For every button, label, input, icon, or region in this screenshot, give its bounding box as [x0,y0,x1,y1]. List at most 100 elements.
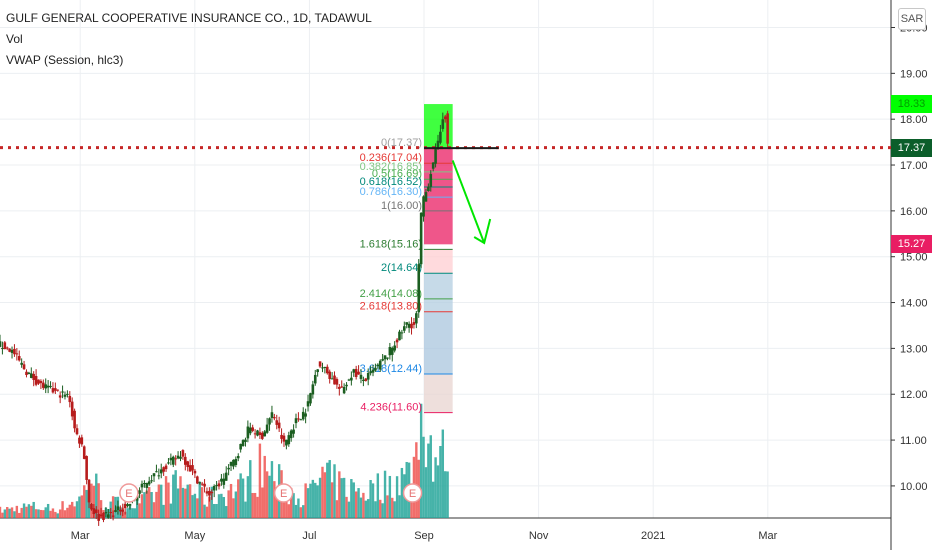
candle-body [167,462,170,464]
volume-bar [285,488,288,518]
candle-body [256,430,259,436]
volume-bar [371,483,375,518]
candle-body [140,483,144,488]
candle-body [20,362,23,365]
volume-bar [75,501,79,518]
candle-body [390,347,394,355]
currency-badge[interactable]: SAR [898,8,926,30]
volume-bar [304,483,307,518]
price-tag: 15.27 [891,235,932,254]
volume-bar [188,484,192,518]
candle-body [37,379,40,384]
volume-bar [222,497,226,518]
volume-bar [241,478,245,518]
volume-bar [386,495,389,518]
candle-body [152,473,156,477]
candle-body [340,386,344,388]
volume-bar [150,492,153,518]
volume-bar [217,494,221,518]
volume-bar [215,504,218,518]
volume-bar [167,482,170,518]
candle-body [352,369,356,373]
candle-body [393,345,396,351]
candle-body [427,186,430,191]
volume-bar [176,488,180,518]
volume-bar [381,503,384,518]
volume-bar [244,501,247,518]
volume-bar [196,498,199,518]
volume-bar [8,508,11,518]
volume-bar [208,496,211,518]
candle-body [102,512,105,521]
candle-body [191,465,194,471]
volume-bar [345,496,348,518]
volume-bar [302,505,305,518]
candle-body [277,422,281,429]
volume-bar [172,474,175,518]
volume-bar [335,500,339,518]
volume-bar [34,509,38,518]
candle-body [398,331,401,341]
candle-body [92,508,96,515]
candle-body [32,373,35,380]
volume-bar [83,485,86,518]
volume-bar [249,460,252,518]
candle-body [42,382,45,388]
volume-bar [388,475,392,518]
volume-bar [359,497,363,518]
candle-body [27,372,31,375]
volume-bar [162,504,165,518]
fib-zone [424,311,453,375]
volume-bar [263,455,266,518]
candle-body [265,424,269,433]
candle-body [318,361,322,367]
candle-body [371,369,375,373]
volume-bar [44,507,47,518]
candle-body [443,116,447,120]
volume-bar [328,460,331,518]
volume-bar [383,470,387,518]
candle-body [261,432,264,439]
candle-body [354,368,358,378]
vwap-indicator-label[interactable]: VWAP (Session, hlc3) [6,53,124,67]
candle-body [434,149,437,164]
candle-body [78,437,81,444]
volume-indicator-label[interactable]: Vol [6,32,23,46]
candle-body [106,514,110,518]
fib-level-label: 0.382(16.85) [360,161,422,173]
volume-bar [15,505,19,518]
candle-body [350,377,353,381]
volume-bar [203,504,206,518]
candle-body [198,482,202,484]
candle-body [5,347,9,349]
candle-body [97,513,100,521]
volume-bar [140,494,144,518]
volume-bar [145,490,149,518]
volume-bar [10,507,14,518]
candle-body [63,394,67,397]
fib-level-label: 1.618(15.16) [360,238,422,250]
candle-body [94,509,98,514]
candle-body [342,386,346,394]
volume-bar [97,483,100,518]
candle-body [234,459,238,465]
fib-zone [424,273,453,299]
candle-body [412,322,416,325]
candle-body [229,461,233,466]
symbol-title: GULF GENERAL COOPERATIVE INSURANCE CO., … [6,11,372,25]
volume-bar [342,477,346,518]
candle-body [424,192,428,202]
candle-body [282,435,286,442]
fib-level-label: 1(16.00) [381,200,422,212]
volume-bar [143,492,146,518]
candle-body [116,506,120,510]
candle-body [345,384,348,387]
candle-body [330,378,334,380]
volume-bar [78,496,81,518]
candle-body [328,371,331,379]
candle-body [171,456,175,465]
volume-bar [191,495,194,518]
candle-body [275,420,279,425]
